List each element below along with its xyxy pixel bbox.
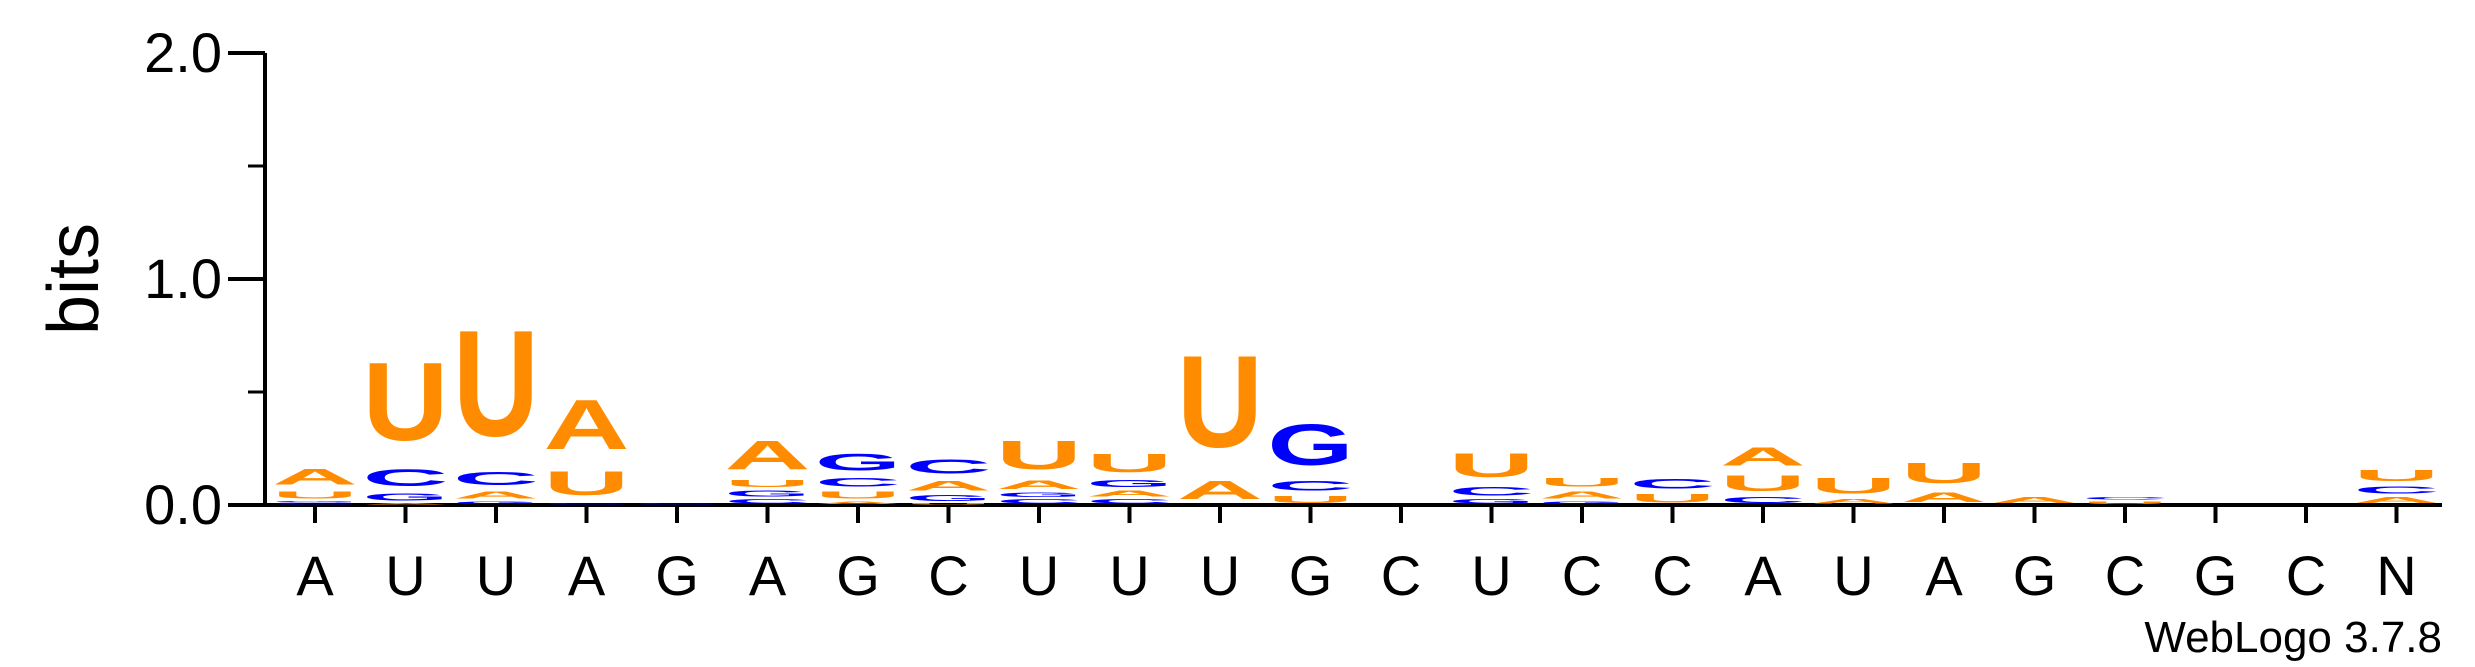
logo-letter-A: A [363, 503, 449, 505]
logo-letter-U: U [1177, 328, 1263, 475]
logo-letter-G: G [815, 449, 901, 476]
logo-letter-U: U [453, 299, 539, 468]
logo-letter-U: U [815, 489, 901, 500]
logo-letter-U: U [1810, 473, 1896, 498]
logo-letter-C: C [363, 464, 449, 491]
y-axis-title: bits [34, 223, 114, 335]
x-tick-label: U [385, 544, 425, 607]
x-tick-label: C [928, 544, 968, 607]
x-tick-label: U [476, 544, 516, 607]
logo-letter-G: G [996, 491, 1082, 498]
logo-letter-A: A [1087, 489, 1173, 498]
logo-letter-A: A [815, 500, 901, 505]
logo-letter-G: G [725, 489, 811, 498]
logo-letter-A: A [1720, 442, 1806, 471]
y-tick-label: 1.0 [144, 247, 222, 310]
axes: 0.0 1.0 2.0 bits [34, 21, 2442, 536]
y-tick-label: 0.0 [144, 473, 222, 536]
logo-letter-C: C [1720, 496, 1806, 505]
logo-letter-U: U [1901, 458, 1987, 489]
logo-letter-U: U [724, 478, 810, 489]
logo-letter-C: C [1630, 476, 1716, 492]
x-tick-label: C [1562, 544, 1602, 607]
x-tick-label: U [1471, 544, 1511, 607]
logo-letter-U: U [1087, 449, 1173, 478]
y-tick-label: 2.0 [144, 21, 222, 84]
logo-letter-U: U [2082, 500, 2168, 505]
logo-letter-U: U [363, 341, 449, 464]
logo-letter-C: C [724, 498, 810, 505]
logo-letter-A: A [996, 478, 1082, 492]
x-tick-label: G [655, 544, 699, 607]
logo-letter-C: C [2353, 485, 2439, 496]
logo-letter-U: U [272, 489, 358, 500]
x-tick-label: A [749, 544, 787, 607]
logo-letter-U: U [544, 464, 630, 502]
x-tick-label: A [568, 544, 606, 607]
logo-letter-C: C [453, 469, 539, 489]
logo-letter-C: C [544, 503, 630, 505]
logo-letter-G: G [1268, 412, 1354, 478]
logo-letter-A: A [1810, 498, 1896, 505]
logo-letter-C: C [815, 476, 901, 490]
logo-letter-U: U [2353, 467, 2439, 485]
logo-letter-U: U [906, 503, 992, 505]
x-tick-label: U [1109, 544, 1149, 607]
logo-letter-A: A [1992, 496, 2078, 505]
logo-letter-C: C [272, 503, 358, 505]
logo-letter-G: G [453, 500, 539, 505]
logo-letter-U: U [1267, 494, 1353, 505]
x-tick-label: C [1381, 544, 1421, 607]
logo-letter-A: A [725, 433, 811, 478]
logo-letter-U: U [1720, 471, 1806, 496]
logo-letter-G: G [1539, 500, 1625, 505]
logo-letter-C: C [1268, 478, 1354, 494]
x-tick-label: G [836, 544, 880, 607]
logo-letter-G: G [363, 491, 449, 502]
logo-letter-C: C [634, 503, 720, 505]
x-tick-label: G [2194, 544, 2238, 607]
logo-letter-G: G [1087, 478, 1173, 489]
x-tick-label: U [1200, 544, 1240, 607]
logo-letter-U: U [1629, 491, 1715, 505]
logo-letter-U: U [1539, 476, 1625, 490]
logo-letter-A: A [1177, 476, 1263, 505]
x-tick-label: U [1833, 544, 1873, 607]
logo-letter-A: A [906, 478, 992, 494]
logo-letter-G: G [906, 494, 992, 503]
x-tick-label: U [1019, 544, 1059, 607]
logo-letter-C: C [2082, 496, 2168, 501]
logo-letter-A: A [1901, 489, 1987, 505]
x-tick-label: A [296, 544, 334, 607]
logo-letter-C: C [996, 498, 1082, 505]
x-tick-label: C [2105, 544, 2145, 607]
x-tick-label: A [1925, 544, 1963, 607]
x-tick-label: C [1652, 544, 1692, 607]
logo-letter-A: A [453, 489, 539, 500]
weblogo-credit: WebLogo 3.7.8 [2144, 613, 2442, 662]
logo-letter-U: U [1449, 446, 1535, 484]
x-tick-label: G [1289, 544, 1333, 607]
logo-letter-A: A [1539, 489, 1625, 500]
logo-letter-A: A [544, 385, 630, 464]
logo-letter-U: U [996, 433, 1082, 478]
x-tick-label: C [2286, 544, 2326, 607]
x-tick-label: A [1744, 544, 1782, 607]
logo-letter-C: C [1086, 498, 1172, 505]
logo-letter-G: G [272, 500, 358, 502]
x-tick-label: G [2013, 544, 2057, 607]
logo-letter-A: A [272, 464, 358, 489]
x-tick-label: N [2376, 544, 2416, 607]
logo-letter-A: A [2354, 496, 2440, 505]
logo-letter-C: C [906, 455, 992, 477]
logo-letter-G: G [1449, 498, 1535, 505]
logo-letter-C: C [1448, 485, 1534, 499]
